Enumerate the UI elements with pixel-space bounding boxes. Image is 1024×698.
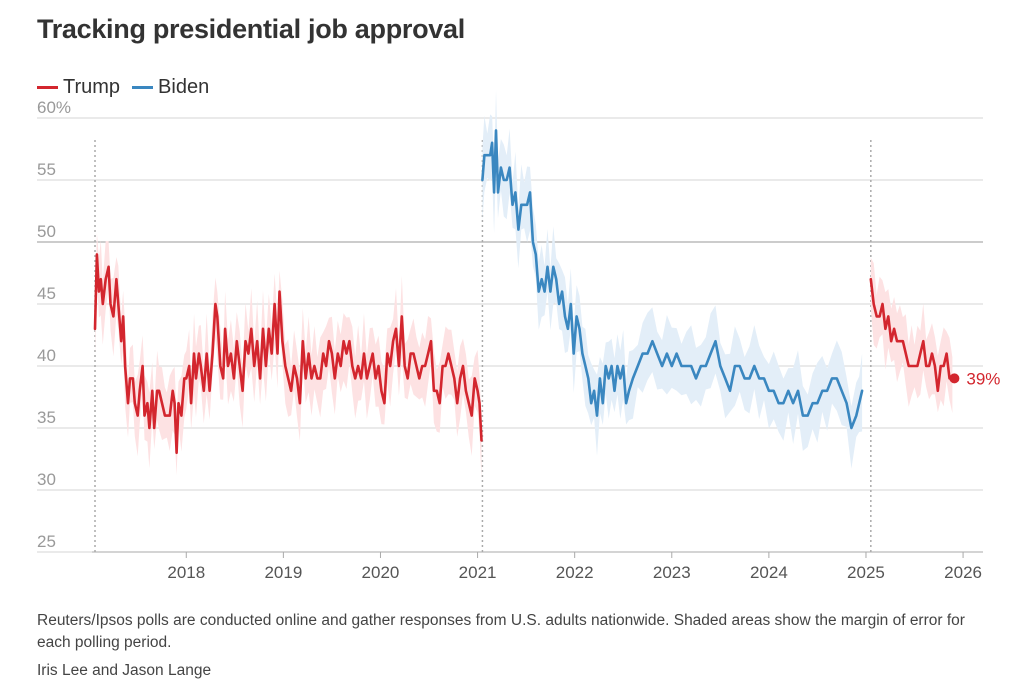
trump-approval-line-1 <box>869 277 954 393</box>
y-tick-label-40: 40 <box>37 346 56 365</box>
y-tick-label-50: 50 <box>37 222 56 241</box>
legend-swatch-trump <box>37 86 58 89</box>
x-tick-label-2025: 2025 <box>847 563 885 582</box>
trump-margin-band-1 <box>870 257 953 414</box>
latest-value-label: 39% <box>966 369 1000 388</box>
y-tick-label-30: 30 <box>37 470 56 489</box>
legend-item-biden: Biden <box>132 76 209 99</box>
x-tick-label-2024: 2024 <box>750 563 788 582</box>
latest-value-dot <box>949 373 960 384</box>
legend-label-trump: Trump <box>63 76 121 98</box>
x-tick-label-2018: 2018 <box>167 563 205 582</box>
x-tick-label-2023: 2023 <box>653 563 691 582</box>
trump-approval-line-0 <box>93 253 483 455</box>
x-tick-label-2019: 2019 <box>264 563 302 582</box>
chart-note: Reuters/Ipsos polls are conducted online… <box>37 612 965 651</box>
y-tick-label-55: 55 <box>37 160 56 179</box>
x-tick-label-2020: 2020 <box>362 563 400 582</box>
chart-title: Tracking presidential job approval <box>37 14 465 44</box>
y-tick-label-25: 25 <box>37 532 56 551</box>
y-tick-label-45: 45 <box>37 284 56 303</box>
approval-chart: 25 30 35 40 45 50 55 60% 2018 2019 2020 2021 2022 202… <box>37 90 1000 582</box>
legend: Trump Biden <box>37 76 221 99</box>
x-tick-label-2026: 2026 <box>944 563 982 582</box>
biden-approval-line-0 <box>481 129 864 430</box>
y-tick-label-60: 60% <box>37 98 71 117</box>
legend-item-trump: Trump <box>37 76 120 99</box>
x-tick-label-2021: 2021 <box>459 563 497 582</box>
biden-margin-band-0 <box>482 90 863 469</box>
byline: Iris Lee and Jason Lange <box>37 662 212 679</box>
trump-margin-band-0 <box>95 233 482 480</box>
legend-label-biden: Biden <box>158 76 210 98</box>
x-tick-label-2022: 2022 <box>556 563 594 582</box>
y-tick-label-35: 35 <box>37 408 56 427</box>
legend-swatch-biden <box>132 86 154 89</box>
